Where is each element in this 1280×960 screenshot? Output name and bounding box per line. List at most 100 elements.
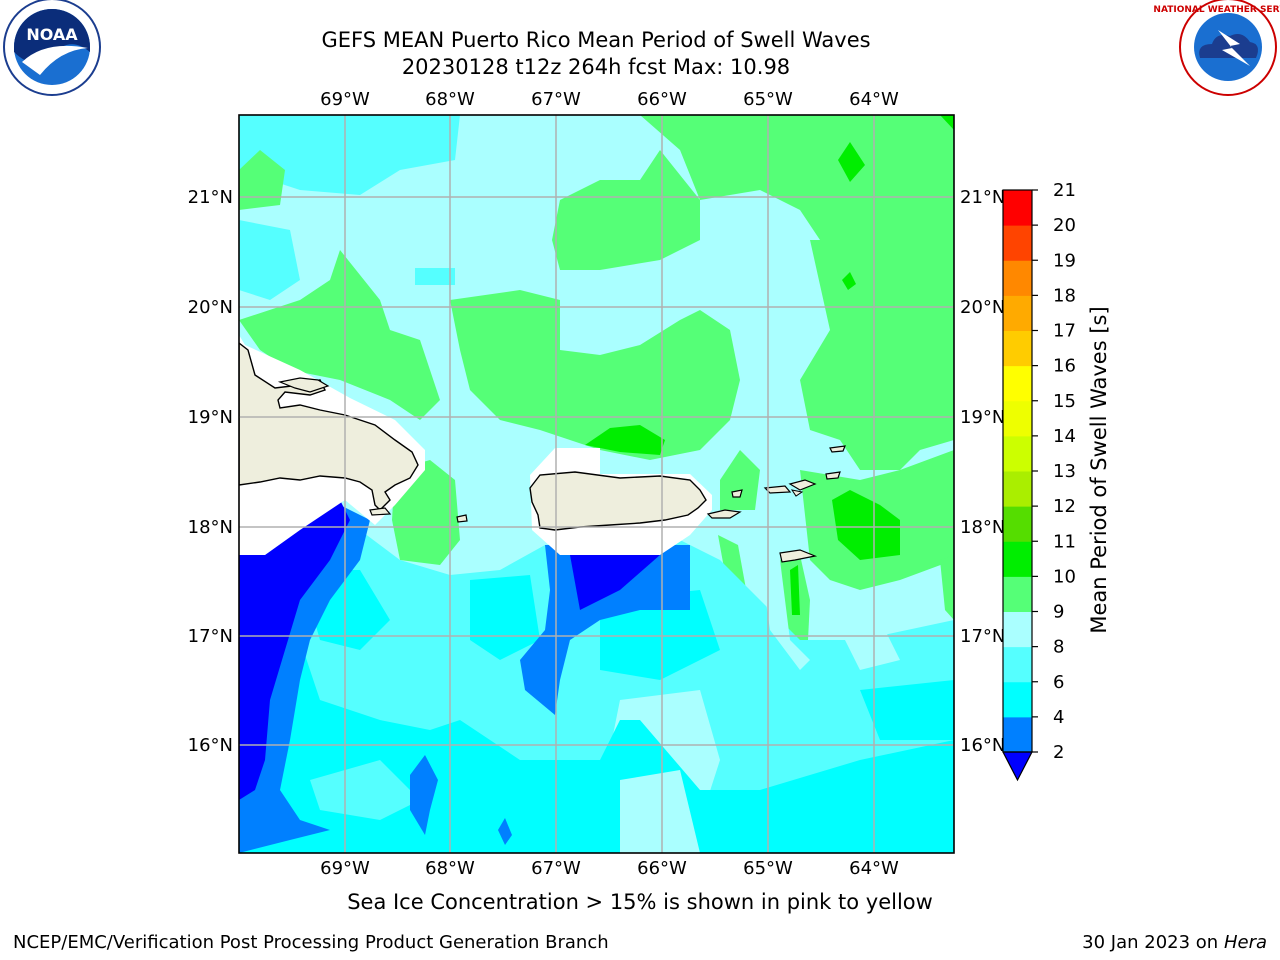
lat-label-left: 18°N [188,517,233,538]
noaa-logo: NOAA [3,0,101,96]
colorbar-band [1003,576,1032,612]
nws-logo-text: NATIONAL WEATHER SERVICE [1153,5,1280,15]
lon-label-top: 66°W [637,89,687,110]
st-croix-land [779,549,818,563]
field-11s [832,490,900,560]
lon-label-bottom: 65°W [743,858,793,879]
lat-label-left: 16°N [188,735,233,756]
colorbar-tick-label: 8 [1053,637,1064,658]
colorbar-band [1003,611,1032,648]
footer-date-text: 30 Jan 2023 on [1082,932,1224,953]
colorbar-band [1003,225,1032,261]
colorbar-band [1003,435,1032,472]
colorbar-band [1003,716,1032,753]
field-10s [552,150,700,270]
colorbar-label: Mean Period of Swell Waves [s] [1087,306,1111,633]
lon-label-top: 69°W [320,89,370,110]
colorbar-band [1003,681,1032,718]
field-10s [800,240,954,470]
virgin-gorda-land [825,471,841,480]
lat-label-right: 21°N [960,187,1005,208]
gridlines [239,115,954,853]
vieques-land [706,509,742,519]
colorbar-band [1003,646,1032,683]
field-11s [940,115,954,130]
colorbar-band [1003,190,1032,226]
colorbar-tick-label: 4 [1053,707,1064,728]
colorbar-tick-label: 2 [1053,742,1064,763]
lon-label-bottom: 64°W [849,858,899,879]
anegada-land [829,445,846,453]
lat-label-right: 17°N [960,626,1005,647]
footer-host: Hera [1223,932,1267,953]
field-11s [842,272,856,290]
lat-label-right: 20°N [960,297,1005,318]
map-frame [238,114,955,854]
field-10s [239,150,285,210]
lon-label-bottom: 69°W [320,858,370,879]
tortola-land [788,479,817,491]
colorbar: 2 4 6 8 9 10 11 12 13 14 15 16 17 18 19 20 21 [1002,180,1076,782]
lon-label-bottom: 68°W [425,858,475,879]
field-11s [790,565,800,615]
colorbar-tick-label: 16 [1053,356,1076,377]
field-8s [415,268,455,285]
lon-label-bottom: 66°W [637,858,687,879]
lon-label-bottom: 67°W [531,858,581,879]
field-4s [520,545,690,715]
footer-organization: NCEP/EMC/Verification Post Processing Pr… [13,932,609,953]
colorbar-tick-label: 21 [1053,180,1076,201]
colorbar-tick-label: 14 [1053,426,1076,447]
colorbar-band [1003,365,1032,402]
field-6s [860,680,954,740]
lat-label-left: 20°N [188,297,233,318]
field-8s [239,115,460,195]
colorbar-tick-label: 10 [1053,566,1076,587]
field-6s [470,575,540,660]
field-2s [239,500,350,800]
colorbar-tick-label: 9 [1053,602,1064,623]
colorbar-band [1003,400,1032,437]
field-11s [585,425,665,455]
colorbar-tick-label: 12 [1053,496,1076,517]
saona-land [369,507,392,516]
nws-logo: NATIONAL WEATHER SERVICE [1153,0,1280,96]
culebra-land [731,489,743,498]
colorbar-band [1003,506,1032,542]
colorbar-band [1003,541,1032,577]
colorbar-band [1003,330,1032,367]
colorbar-tick-label: 19 [1053,250,1076,271]
field-8s [310,760,420,820]
colorbar-tick-label: 20 [1053,215,1076,236]
lon-label-top: 67°W [531,89,581,110]
colorbar-band [1003,471,1032,507]
colorbar-tick-label: 17 [1053,321,1076,342]
colorbar-tick-label: 6 [1053,672,1064,693]
swell-period-field [239,115,954,853]
lat-label-right: 16°N [960,735,1005,756]
noaa-logo-text: NOAA [26,25,78,44]
lat-label-right: 19°N [960,407,1005,428]
lon-label-top: 68°W [425,89,475,110]
lon-label-top: 65°W [743,89,793,110]
colorbar-tick-label: 18 [1053,285,1076,306]
lat-label-right: 18°N [960,517,1005,538]
lon-label-top: 64°W [849,89,899,110]
field-10s [720,450,760,510]
chart-title: GEFS MEAN Puerto Rico Mean Period of Swe… [321,28,871,52]
field-11s [838,142,865,182]
small-island-land [790,489,804,497]
field-4s [410,755,438,835]
field-9s [840,620,900,670]
footer-date: 30 Jan 2023 on Hera [1082,932,1267,953]
field-4s [498,818,512,845]
colorbar-extension [1002,751,1033,782]
chart-subtitle: 20230128 t12z 264h fcst Max: 10.98 [401,55,791,79]
field-2s [570,555,660,610]
colorbar-band [1003,260,1032,296]
tortuga-land [277,377,330,393]
lat-label-left: 21°N [188,187,233,208]
field-10s [940,555,954,620]
field-10s [239,250,440,420]
